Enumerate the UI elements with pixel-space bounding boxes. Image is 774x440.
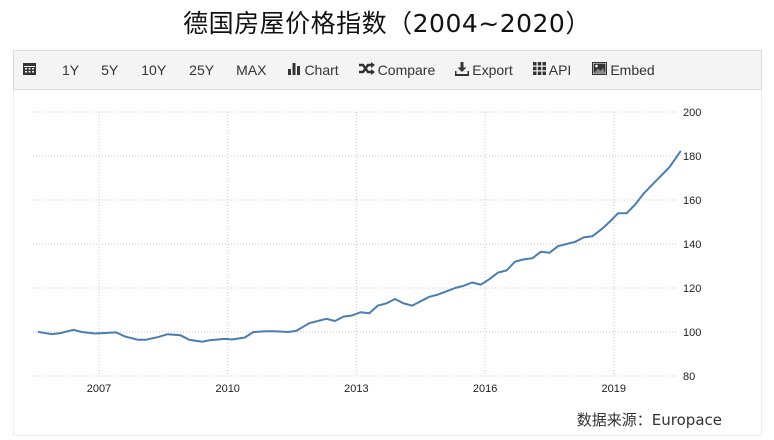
export-button[interactable]: Export bbox=[454, 51, 513, 89]
svg-text:100: 100 bbox=[683, 327, 701, 339]
api-label: API bbox=[548, 62, 572, 78]
svg-text:2010: 2010 bbox=[215, 383, 239, 395]
download-icon bbox=[454, 61, 470, 79]
embed-button[interactable]: Embed bbox=[592, 51, 655, 89]
range-max-button[interactable]: MAX bbox=[236, 62, 267, 78]
chart-gridlines bbox=[33, 111, 676, 377]
svg-text:2019: 2019 bbox=[602, 383, 626, 395]
chart-type-button[interactable]: Chart bbox=[288, 51, 339, 89]
svg-text:160: 160 bbox=[683, 195, 701, 207]
svg-text:180: 180 bbox=[683, 151, 701, 163]
svg-text:80: 80 bbox=[683, 371, 695, 383]
image-icon bbox=[592, 62, 608, 78]
chart-toolbar: 1Y 5Y 10Y 25Y MAX Chart Compare Export A… bbox=[13, 50, 762, 90]
compare-label: Compare bbox=[377, 62, 436, 78]
range-10y-button[interactable]: 10Y bbox=[141, 62, 167, 78]
svg-text:2007: 2007 bbox=[87, 383, 111, 395]
embed-label: Embed bbox=[610, 62, 655, 78]
range-5y-button[interactable]: 5Y bbox=[101, 62, 119, 78]
grid-icon bbox=[532, 62, 546, 78]
svg-text:2013: 2013 bbox=[344, 383, 368, 395]
svg-text:2016: 2016 bbox=[473, 383, 497, 395]
chart-label: Chart bbox=[304, 62, 339, 78]
export-label: Export bbox=[472, 62, 513, 78]
bar-chart-icon bbox=[288, 62, 301, 78]
price-index-line bbox=[37, 150, 682, 343]
page-title: 德国房屋价格指数（2004~2020） bbox=[183, 9, 591, 38]
compare-button[interactable]: Compare bbox=[358, 51, 436, 89]
range-25y-button[interactable]: 25Y bbox=[189, 62, 215, 78]
api-button[interactable]: API bbox=[532, 51, 572, 89]
x-axis-ticks: 2007 2010 2013 2016 2019 bbox=[87, 383, 626, 395]
shuffle-icon bbox=[358, 62, 375, 78]
calendar-icon bbox=[23, 62, 36, 78]
y-axis-ticks: 80 100 120 140 160 180 200 bbox=[683, 107, 701, 383]
svg-text:200: 200 bbox=[683, 107, 701, 119]
range-1y-button[interactable]: 1Y bbox=[62, 62, 80, 78]
date-range-button[interactable] bbox=[23, 51, 39, 89]
chart-area bbox=[13, 90, 762, 436]
data-source-caption: 数据来源：Europace bbox=[574, 409, 724, 430]
svg-text:140: 140 bbox=[683, 239, 701, 251]
svg-text:120: 120 bbox=[683, 283, 701, 295]
